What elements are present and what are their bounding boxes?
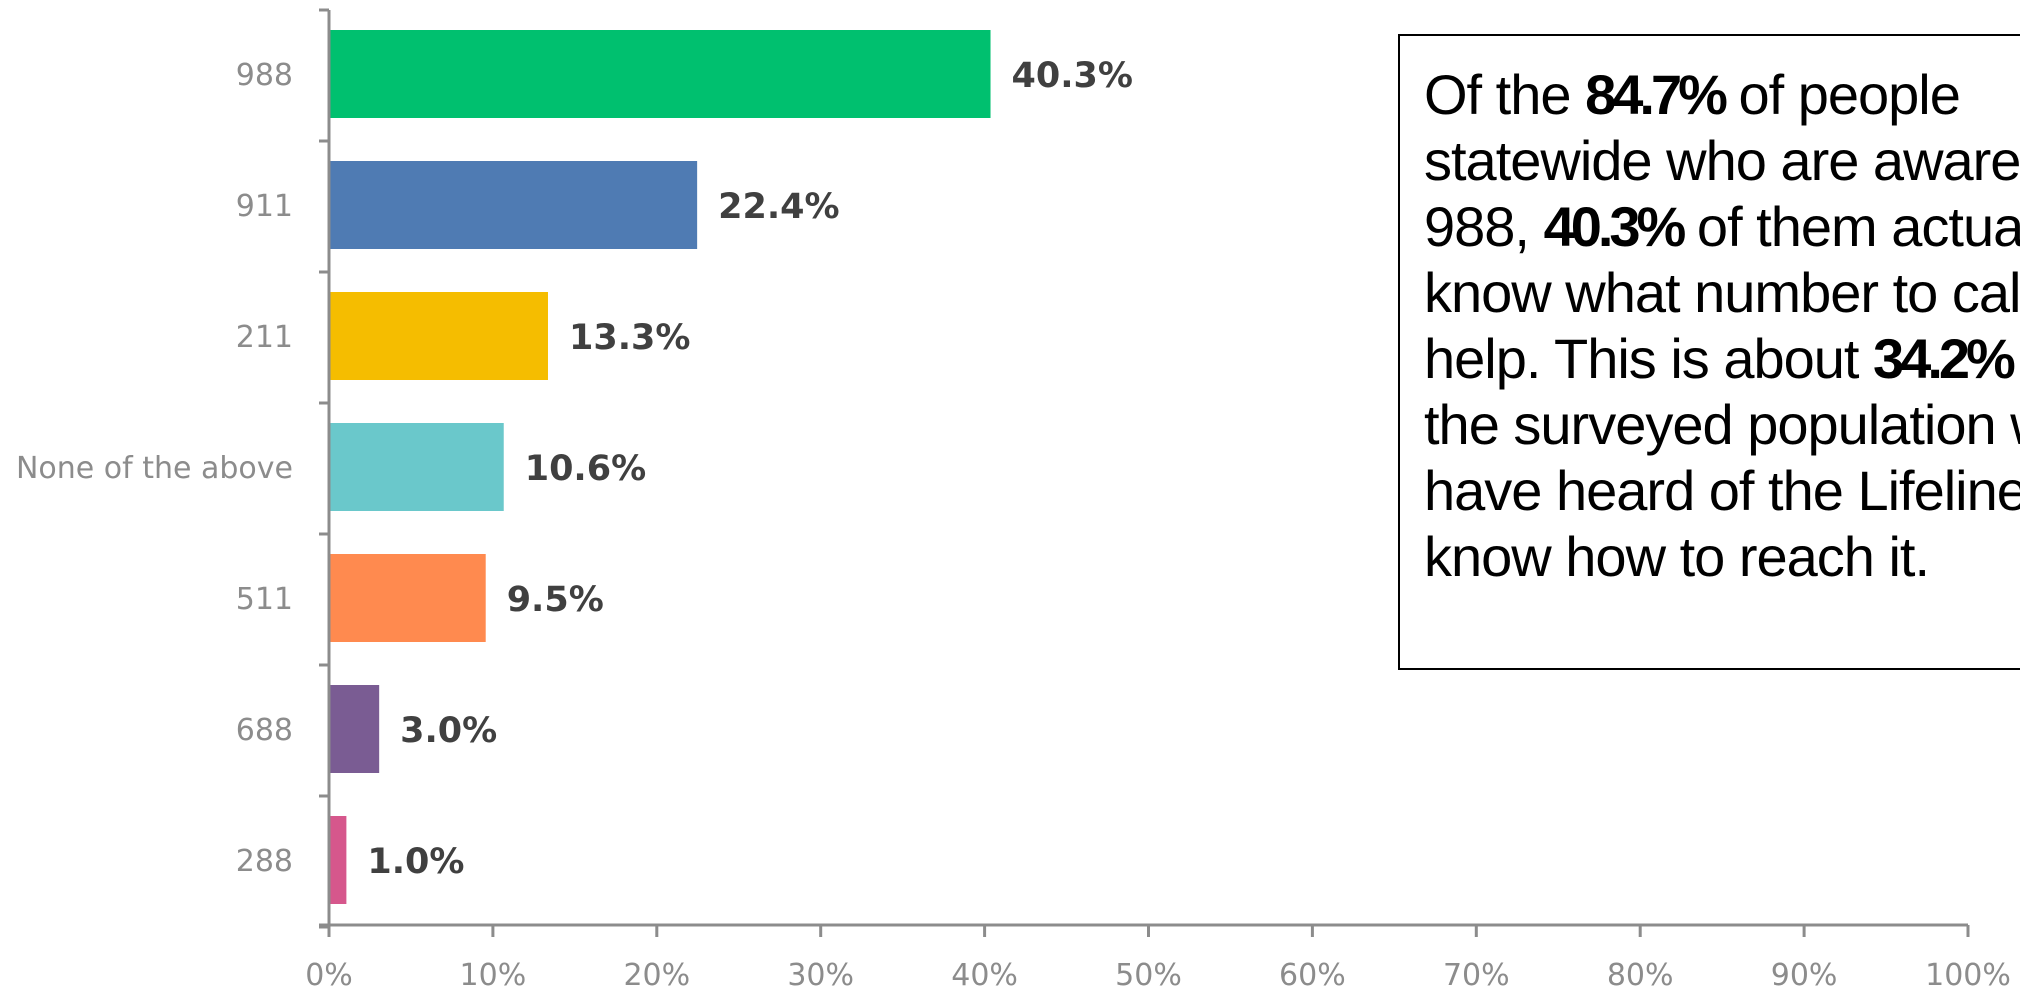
data-label: 3.0%: [400, 711, 497, 751]
annotation-text-run: 988,: [1424, 195, 1544, 258]
category-label: None of the above: [16, 451, 293, 486]
axes-group: 988 911 211 None of the above 511 688 288 0% 10%…: [16, 8, 2011, 993]
annotation-text-run: know what number to call for: [1424, 261, 2020, 324]
annotation-text-run: of: [2012, 327, 2020, 390]
bar-6: [330, 816, 347, 904]
annotation-line: 988, 40.3% of them actually: [1424, 194, 2020, 260]
category-label: 911: [236, 189, 293, 224]
category-label: 988: [236, 58, 293, 93]
x-tick-label: 20%: [623, 958, 690, 993]
annotation-line: statewide who are aware: [1424, 128, 2020, 194]
x-tick-label: 100%: [1925, 958, 2011, 993]
x-tick-label: 50%: [1115, 958, 1182, 993]
annotation-text: Of the 84.7% of people statewide who are …: [1424, 62, 2020, 590]
annotation-text-run: know how to reach it.: [1424, 525, 1930, 588]
category-label: 688: [236, 713, 293, 748]
annotation-text-run: of them actually: [1696, 195, 2020, 258]
data-label: 10.6%: [525, 449, 646, 489]
x-tick-label: 10%: [460, 958, 527, 993]
annotation-text-run: Of the: [1424, 63, 1586, 126]
annotation-text-run: have heard of the Lifeline and: [1424, 459, 2020, 522]
annotation-text-run: help. This is about: [1424, 327, 1874, 390]
category-label: 288: [236, 844, 293, 879]
x-tick-label: 90%: [1771, 958, 1838, 993]
annotation-box: Of the 84.7% of people statewide who are …: [1398, 34, 2020, 670]
annotation-line: have heard of the Lifeline and: [1424, 458, 2020, 524]
annotation-line: know what number to call for: [1424, 260, 2020, 326]
x-tick-label: 80%: [1607, 958, 1674, 993]
category-label: 511: [236, 582, 293, 617]
data-label: 1.0%: [367, 842, 464, 882]
data-label: 22.4%: [718, 187, 839, 227]
annotation-line: know how to reach it.: [1424, 524, 2020, 590]
data-label: 40.3%: [1012, 56, 1133, 96]
bar-0: [330, 30, 991, 118]
x-tick-label: 60%: [1279, 958, 1346, 993]
annotation-line: the surveyed population who: [1424, 392, 2020, 458]
x-tick-label: 40%: [951, 958, 1018, 993]
bar-5: [330, 685, 380, 773]
annotation-text-run: of people: [1723, 63, 1960, 126]
annotation-highlight: 84.7%: [1585, 63, 1728, 126]
bar-1: [330, 161, 698, 249]
annotation-line: Of the 84.7% of people: [1424, 62, 2020, 128]
data-label: 9.5%: [507, 580, 604, 620]
annotation-highlight: 34.2%: [1873, 327, 2016, 390]
data-label: 13.3%: [569, 318, 690, 358]
bar-2: [330, 292, 548, 380]
annotation-text-run: the surveyed population who: [1424, 393, 2020, 456]
annotation-line: help. This is about 34.2% of: [1424, 326, 2020, 392]
bars-group: 40.3% 22.4% 13.3% 10.6% 9.5% 3.0% 1.0%: [330, 30, 1133, 904]
category-label: 211: [236, 320, 293, 355]
annotation-text-run: statewide who are aware: [1424, 129, 2020, 192]
x-tick-label: 70%: [1443, 958, 1510, 993]
bar-3: [330, 423, 504, 511]
x-tick-label: 30%: [787, 958, 854, 993]
bar-4: [330, 554, 486, 642]
x-tick-label: 0%: [305, 958, 353, 993]
annotation-highlight: 40.3%: [1543, 195, 1687, 258]
